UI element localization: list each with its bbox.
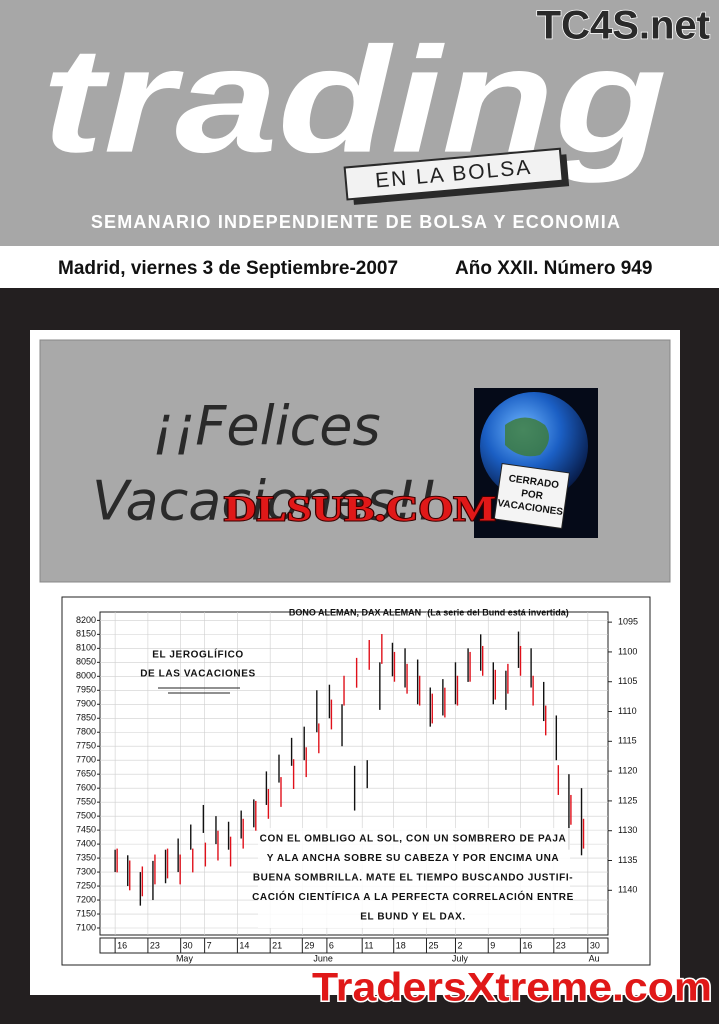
- x-tick-label: 25: [428, 940, 438, 950]
- watermark: DLSUB.COM: [224, 488, 496, 528]
- y-tick-label: 7750: [76, 741, 96, 751]
- y2-tick-label: 1110: [618, 706, 637, 716]
- y-tick-label: 7450: [76, 825, 96, 835]
- annotation-box: [258, 828, 570, 928]
- annotation-text: CACIÓN CIENTÍFICA A LA PERFECTA CORRELAC…: [252, 890, 574, 903]
- header-band: [0, 0, 719, 246]
- x-tick-label: 7: [207, 940, 212, 950]
- y2-tick-label: 1115: [618, 736, 637, 746]
- subtitle: SEMANARIO INDEPENDIENTE DE BOLSA Y ECONO…: [91, 212, 621, 232]
- y-tick-label: 7950: [76, 685, 96, 695]
- x-tick-label: 23: [556, 940, 566, 950]
- y-tick-label: 7900: [76, 699, 96, 709]
- y-tick-label: 7600: [76, 783, 96, 793]
- x-tick-label: 29: [304, 940, 314, 950]
- watermark: TradersXtreme.com: [312, 966, 712, 1010]
- month-label: June: [313, 953, 333, 963]
- y-tick-label: 7700: [76, 755, 96, 765]
- y2-tick-label: 1130: [618, 825, 637, 835]
- x-tick-label: 16: [117, 940, 127, 950]
- y-tick-label: 7200: [76, 894, 96, 904]
- y-tick-label: 7150: [76, 908, 96, 918]
- annotation-text: BUENA SOMBRILLA. MATE EL TIEMPO BUSCANDO…: [253, 873, 573, 884]
- x-tick-label: 2: [457, 940, 462, 950]
- annotation-title: EL JEROGLÍFICO: [152, 648, 244, 661]
- y2-tick-label: 1120: [618, 765, 637, 775]
- x-tick-label: 14: [239, 940, 249, 950]
- sign-board: [493, 462, 570, 530]
- greeting: ¡¡Felices: [152, 395, 381, 458]
- x-tick-label: 9: [490, 940, 495, 950]
- y-tick-label: 8050: [76, 657, 96, 667]
- x-tick-label: 16: [522, 940, 532, 950]
- plot-area: [99, 611, 609, 936]
- x-axis-strip: [99, 937, 609, 954]
- y-tick-label: 7100: [76, 922, 96, 932]
- brand: TC4S.net: [537, 4, 710, 48]
- annotation-text: EL BUND Y EL DAX.: [360, 912, 466, 923]
- y-tick-label: 8000: [76, 671, 96, 681]
- y2-tick-label: 1105: [618, 676, 637, 686]
- annotation-text: Y ALA ANCHA SOBRE SU CABEZA Y POR ENCIMA…: [267, 853, 560, 864]
- month-label: Au: [589, 953, 600, 963]
- annotation-title: DE LAS VACACIONES: [140, 669, 256, 680]
- date-band: [0, 246, 719, 288]
- y-tick-label: 8100: [76, 643, 96, 653]
- chart: 7100 7150 7200 7250 7300 7350 7400 7450 7500 7550…: [76, 607, 638, 963]
- chart-title: BONO ALEMAN, DAX ALEMAN: [289, 607, 421, 617]
- sign-text: POR: [520, 488, 544, 502]
- masthead: trading: [42, 16, 667, 184]
- y2-tick-label: 1135: [618, 855, 637, 865]
- x-tick-label: 6: [329, 940, 334, 950]
- x-tick-label: 11: [364, 940, 373, 950]
- y2-tick-label: 1125: [618, 795, 637, 805]
- y-tick-label: 8200: [76, 615, 96, 625]
- y-tick-label: 7250: [76, 880, 96, 890]
- y-tick-label: 7350: [76, 852, 96, 862]
- x-tick-label: 23: [150, 940, 160, 950]
- y-tick-label: 7400: [76, 838, 96, 848]
- y-tick-label: 8150: [76, 629, 96, 639]
- x-tick-label: 21: [272, 940, 282, 950]
- y-tick-label: 7800: [76, 727, 96, 737]
- issue-number: Año XXII. Número 949: [455, 258, 652, 279]
- y-tick-label: 7650: [76, 769, 96, 779]
- y2-tick-label: 1100: [618, 646, 637, 656]
- continent: [505, 417, 549, 457]
- issue-date: Madrid, viernes 3 de Septiembre-2007: [58, 258, 398, 279]
- y2-tick-label: 1095: [618, 617, 638, 627]
- chart-subtitle: (La serie del Bund está invertida): [427, 607, 569, 617]
- x-tick-label: 30: [183, 940, 193, 950]
- y-tick-label: 7300: [76, 866, 96, 876]
- x-tick-label: 18: [396, 940, 406, 950]
- tagline-frame: [343, 147, 564, 201]
- annotation-text: CON EL OMBLIGO AL SOL, CON UN SOMBRERO D…: [260, 834, 567, 845]
- y-tick-label: 7850: [76, 713, 96, 723]
- x-tick-label: 30: [590, 940, 600, 950]
- closed-sign: CERRADO POR VACACIONES: [493, 462, 570, 530]
- month-label: May: [176, 953, 194, 963]
- month-label: July: [452, 953, 469, 963]
- y2-tick-label: 1140: [618, 885, 637, 895]
- y-tick-label: 7550: [76, 797, 96, 807]
- greeting: Vacaciones!!: [92, 470, 438, 533]
- y-tick-label: 7500: [76, 811, 96, 821]
- tagline-box: EN LA BOLSA: [343, 147, 570, 205]
